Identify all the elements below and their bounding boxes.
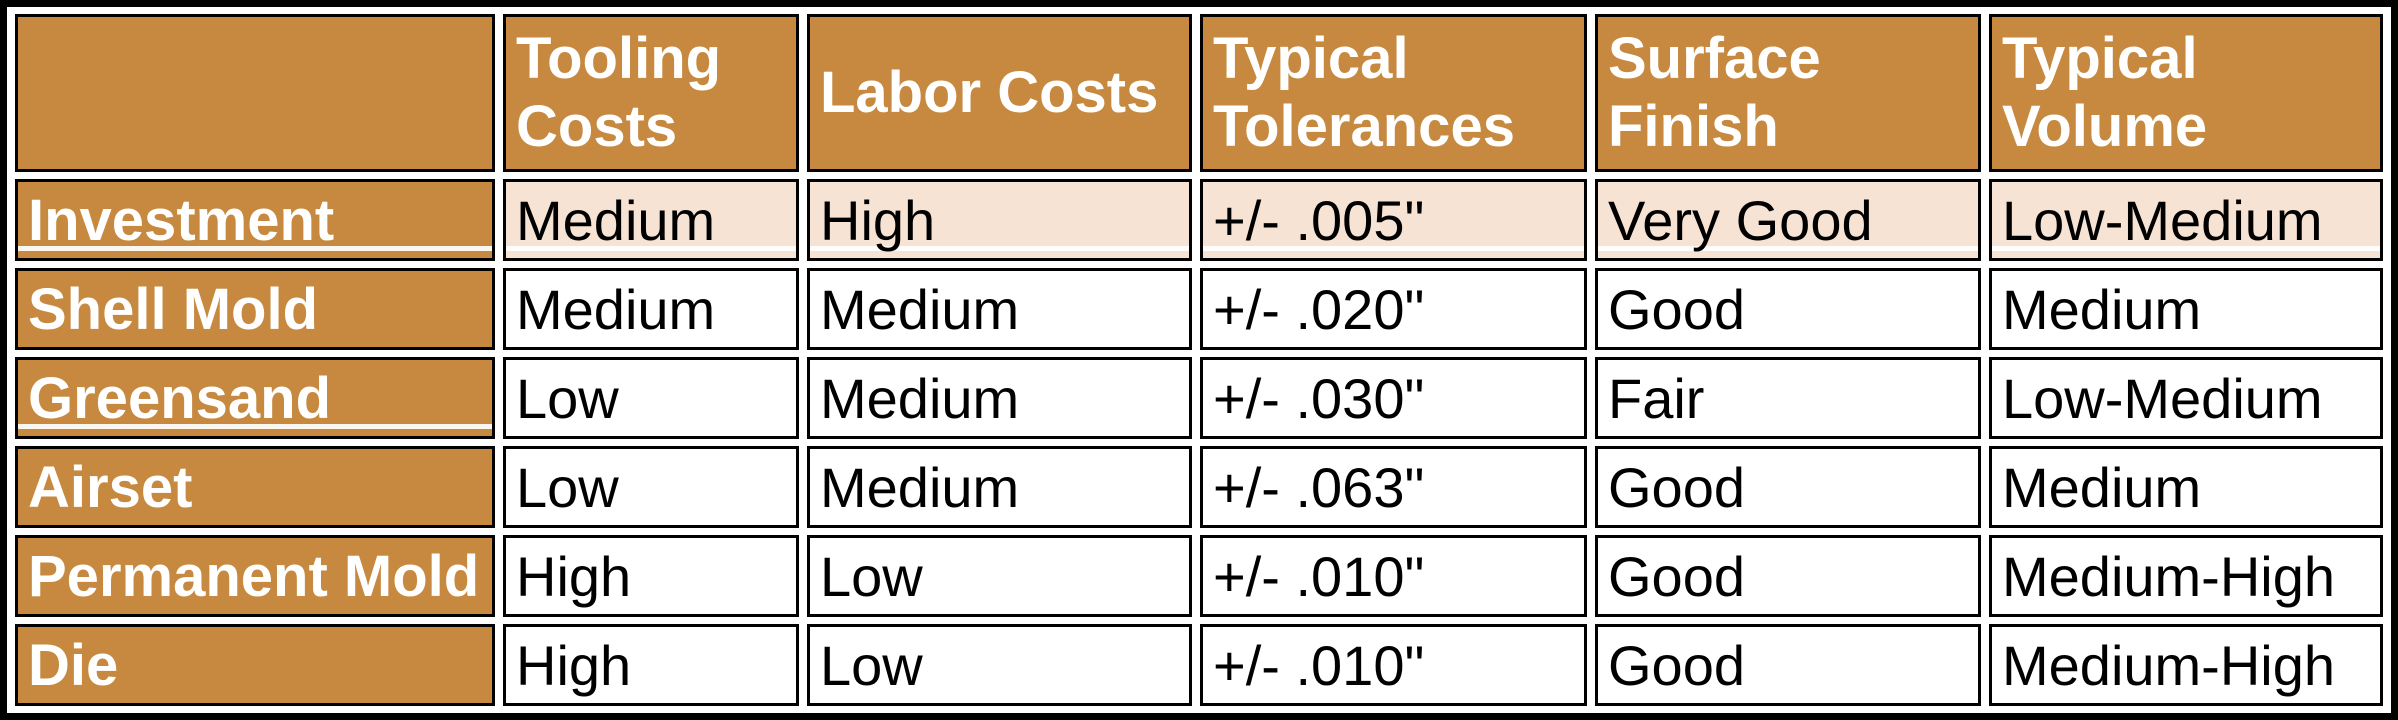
cell-permanent-mold-surface-finish: Good bbox=[1595, 535, 1981, 617]
row-label-greensand: Greensand bbox=[15, 357, 495, 439]
cell-permanent-mold-labor-costs: Low bbox=[807, 535, 1192, 617]
cell-shell-mold-tooling-costs: Medium bbox=[503, 268, 799, 350]
table-row-investment: Investment Medium High +/- .005" Very Go… bbox=[15, 179, 2383, 261]
row-label-die: Die bbox=[15, 624, 495, 706]
cell-greensand-labor-costs: Medium bbox=[807, 357, 1192, 439]
cell-investment-tooling-costs: Medium bbox=[503, 179, 799, 261]
cell-die-surface-finish: Good bbox=[1595, 624, 1981, 706]
column-header-labor-costs: Labor Costs bbox=[807, 14, 1192, 172]
cell-permanent-mold-typical-tolerances: +/- .010" bbox=[1200, 535, 1587, 617]
table-row-die: Die High Low +/- .010" Good Medium-High bbox=[15, 624, 2383, 706]
cell-greensand-typical-volume: Low-Medium bbox=[1989, 357, 2383, 439]
table-row-shell-mold: Shell Mold Medium Medium +/- .020" Good … bbox=[15, 268, 2383, 350]
cell-permanent-mold-tooling-costs: High bbox=[503, 535, 799, 617]
cell-permanent-mold-typical-volume: Medium-High bbox=[1989, 535, 2383, 617]
column-header-tooling-costs: Tooling Costs bbox=[503, 14, 799, 172]
cell-airset-typical-volume: Medium bbox=[1989, 446, 2383, 528]
row-label-permanent-mold: Permanent Mold bbox=[15, 535, 495, 617]
cell-investment-labor-costs: High bbox=[807, 179, 1192, 261]
row-label-airset: Airset bbox=[15, 446, 495, 528]
column-header-typical-volume: Typical Volume bbox=[1989, 14, 2383, 172]
cell-investment-surface-finish: Very Good bbox=[1595, 179, 1981, 261]
cell-shell-mold-labor-costs: Medium bbox=[807, 268, 1192, 350]
cell-greensand-surface-finish: Fair bbox=[1595, 357, 1981, 439]
cell-greensand-tooling-costs: Low bbox=[503, 357, 799, 439]
cell-shell-mold-typical-volume: Medium bbox=[1989, 268, 2383, 350]
cell-greensand-typical-tolerances: +/- .030" bbox=[1200, 357, 1587, 439]
header-row: Tooling Costs Labor Costs Typical Tolera… bbox=[15, 14, 2383, 172]
cell-shell-mold-surface-finish: Good bbox=[1595, 268, 1981, 350]
cell-die-tooling-costs: High bbox=[503, 624, 799, 706]
cell-die-typical-tolerances: +/- .010" bbox=[1200, 624, 1587, 706]
cell-airset-labor-costs: Medium bbox=[807, 446, 1192, 528]
cell-investment-typical-tolerances: +/- .005" bbox=[1200, 179, 1587, 261]
table-row-greensand: Greensand Low Medium +/- .030" Fair Low-… bbox=[15, 357, 2383, 439]
cell-investment-typical-volume: Low-Medium bbox=[1989, 179, 2383, 261]
column-header-typical-tolerances: Typical Tolerances bbox=[1200, 14, 1587, 172]
cell-airset-tooling-costs: Low bbox=[503, 446, 799, 528]
cell-airset-surface-finish: Good bbox=[1595, 446, 1981, 528]
row-label-investment: Investment bbox=[15, 179, 495, 261]
cell-die-typical-volume: Medium-High bbox=[1989, 624, 2383, 706]
column-header-surface-finish: Surface Finish bbox=[1595, 14, 1981, 172]
cell-shell-mold-typical-tolerances: +/- .020" bbox=[1200, 268, 1587, 350]
column-header-blank bbox=[15, 14, 495, 172]
cell-airset-typical-tolerances: +/- .063" bbox=[1200, 446, 1587, 528]
table-row-permanent-mold: Permanent Mold High Low +/- .010" Good M… bbox=[15, 535, 2383, 617]
table-row-airset: Airset Low Medium +/- .063" Good Medium bbox=[15, 446, 2383, 528]
cell-die-labor-costs: Low bbox=[807, 624, 1192, 706]
row-label-shell-mold: Shell Mold bbox=[15, 268, 495, 350]
